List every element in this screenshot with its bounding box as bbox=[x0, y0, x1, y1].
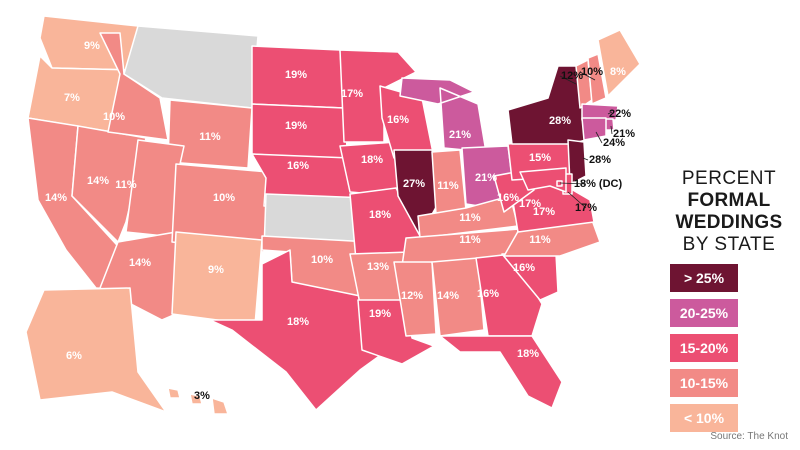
state-label-nj: 28% bbox=[589, 154, 611, 166]
state-id bbox=[99, 32, 169, 141]
state-label-wy: 11% bbox=[199, 131, 221, 143]
state-label-ri: 21% bbox=[613, 128, 635, 140]
state-co bbox=[171, 163, 269, 253]
state-label-in: 11% bbox=[437, 180, 459, 192]
state-label-dc: 18% (DC) bbox=[574, 178, 623, 190]
callout-line-nj bbox=[582, 157, 589, 161]
state-label-mi: 21% bbox=[449, 129, 471, 141]
state-label-ga: 16% bbox=[477, 288, 499, 300]
state-label-nh: 10% bbox=[581, 66, 603, 78]
state-label-me: 8% bbox=[610, 66, 626, 78]
state-label-nd: 19% bbox=[285, 69, 307, 81]
state-label-nc: 11% bbox=[529, 234, 551, 246]
callout-line-ct bbox=[595, 131, 603, 144]
state-label-la: 19% bbox=[369, 308, 391, 320]
state-label-nm: 9% bbox=[208, 264, 224, 276]
state-fl bbox=[439, 335, 563, 409]
callout-line-dc bbox=[559, 182, 587, 185]
state-label-ma: 22% bbox=[609, 108, 631, 120]
state-wy bbox=[167, 99, 253, 169]
state-label-sd: 19% bbox=[285, 120, 307, 132]
source-note: Source: The Knot bbox=[710, 431, 788, 442]
callout-line-de bbox=[567, 191, 587, 209]
state-label-pa: 15% bbox=[529, 152, 551, 164]
state-ms bbox=[393, 261, 437, 337]
state-label-md: 17% bbox=[519, 198, 541, 210]
state-label-or: 7% bbox=[64, 92, 80, 104]
state-label-oh: 21% bbox=[475, 172, 497, 184]
legend-swatch: 15-20% bbox=[670, 334, 738, 362]
callout-line-nh bbox=[579, 71, 596, 81]
state-label-hi: 3% bbox=[194, 390, 210, 402]
callout-line-ri bbox=[610, 125, 613, 135]
legend: PERCENT FORMAL WEDDINGS BY STATE > 25% 20… bbox=[664, 168, 794, 439]
legend-title: PERCENT FORMAL WEDDINGS BY STATE bbox=[664, 168, 794, 256]
state-label-al: 14% bbox=[437, 290, 459, 302]
state-label-tx: 18% bbox=[287, 316, 309, 328]
state-label-co: 10% bbox=[213, 192, 235, 204]
state-label-ms: 12% bbox=[401, 290, 423, 302]
state-label-ct: 24% bbox=[603, 137, 625, 149]
state-label-ut: 11% bbox=[115, 179, 137, 191]
legend-swatch: 20-25% bbox=[670, 299, 738, 327]
callout-line-ma bbox=[607, 111, 613, 115]
state-label-vt: 12% bbox=[561, 70, 583, 82]
legend-swatch: > 25% bbox=[670, 264, 738, 292]
state-hi bbox=[167, 387, 229, 415]
state-al bbox=[431, 257, 485, 337]
state-nh bbox=[587, 53, 607, 105]
state-nm bbox=[171, 231, 263, 326]
state-label-sc: 16% bbox=[513, 262, 535, 274]
state-ak bbox=[25, 287, 167, 413]
state-label-ia: 18% bbox=[361, 154, 383, 166]
state-label-wa: 9% bbox=[84, 40, 100, 52]
state-md bbox=[519, 167, 567, 193]
state-tx bbox=[209, 249, 397, 411]
state-label-fl: 18% bbox=[517, 348, 539, 360]
state-label-ar: 13% bbox=[367, 261, 389, 273]
state-label-tn: 11% bbox=[459, 234, 481, 246]
state-ct bbox=[581, 117, 607, 141]
legend-swatches: > 25% 20-25% 15-20% 10-15% < 10% bbox=[670, 264, 794, 432]
state-label-ak: 6% bbox=[66, 350, 82, 362]
legend-swatch: 10-15% bbox=[670, 369, 738, 397]
state-dc bbox=[556, 180, 563, 187]
legend-title-line1: PERCENT bbox=[681, 168, 777, 189]
state-label-ky: 11% bbox=[459, 212, 481, 224]
state-label-az: 14% bbox=[129, 257, 151, 269]
state-label-mo: 18% bbox=[369, 209, 391, 221]
state-label-il: 27% bbox=[403, 178, 425, 190]
state-label-ok: 10% bbox=[311, 254, 333, 266]
state-label-id: 10% bbox=[103, 111, 125, 123]
state-label-nv: 14% bbox=[87, 175, 109, 187]
state-label-ny: 28% bbox=[549, 115, 571, 127]
state-label-de: 17% bbox=[575, 202, 597, 214]
state-label-mn: 17% bbox=[341, 88, 363, 100]
state-label-wi: 16% bbox=[387, 114, 409, 126]
state-ma bbox=[581, 103, 619, 121]
state-label-ne: 16% bbox=[287, 160, 309, 172]
state-label-va: 17% bbox=[533, 206, 555, 218]
state-nj bbox=[567, 139, 587, 185]
legend-swatch: < 10% bbox=[670, 404, 738, 432]
state-sd bbox=[251, 103, 349, 161]
legend-title-line3: BY STATE bbox=[682, 234, 776, 255]
state-me bbox=[597, 29, 641, 97]
legend-title-line2: FORMAL WEDDINGS bbox=[675, 190, 783, 233]
us-choropleth-map: 9%7%14%14%10%11%11%14%10%9%19%19%16%10%1… bbox=[25, 15, 641, 415]
state-label-wv: 16% bbox=[497, 192, 519, 204]
state-label-ca: 14% bbox=[45, 192, 67, 204]
callout-line-vt bbox=[559, 75, 577, 85]
